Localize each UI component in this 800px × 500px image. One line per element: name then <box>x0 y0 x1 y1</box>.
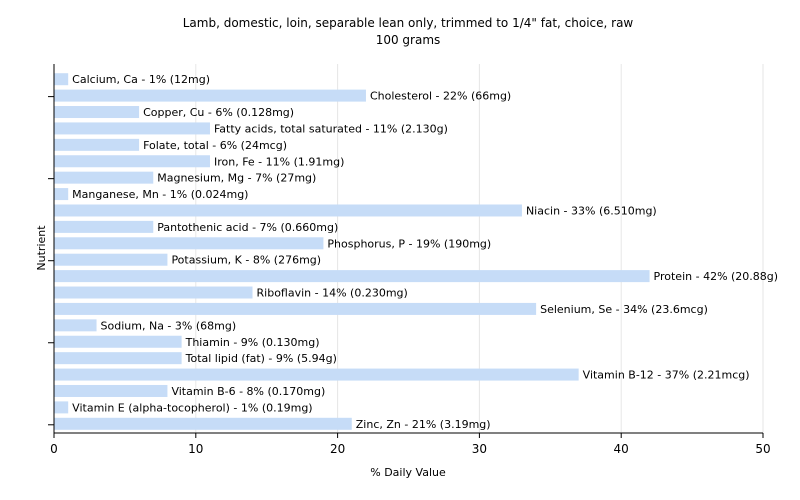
bar-potassium-k <box>54 253 168 266</box>
bar-label: Cholesterol - 22% (66mg) <box>370 90 511 103</box>
bar-label: Iron, Fe - 11% (1.91mg) <box>214 155 344 168</box>
bar-protein <box>54 270 650 283</box>
bar-manganese-mn <box>54 188 69 201</box>
bar-label: Riboflavin - 14% (0.230mg) <box>257 287 408 300</box>
x-axis-label: % Daily Value <box>370 466 446 479</box>
bar-vitamin-e-alpha-tocopherol <box>54 401 69 414</box>
bar-label: Vitamin B-12 - 37% (2.21mcg) <box>583 369 750 382</box>
bar-label: Copper, Cu - 6% (0.128mg) <box>143 106 294 119</box>
bar-label: Pantothenic acid - 7% (0.660mg) <box>157 221 338 234</box>
bar-label: Sodium, Na - 3% (68mg) <box>101 319 237 332</box>
bar-zinc-zn <box>54 417 352 430</box>
bar-label: Vitamin B-6 - 8% (0.170mg) <box>171 385 325 398</box>
bar-label: Total lipid (fat) - 9% (5.94g) <box>185 352 337 365</box>
bar-phosphorus-p <box>54 237 324 250</box>
bar-label: Thiamin - 9% (0.130mg) <box>185 336 320 349</box>
x-tick-label: 0 <box>50 442 58 456</box>
bar-iron-fe <box>54 155 210 168</box>
bar-selenium-se <box>54 302 537 315</box>
bar-calcium-ca <box>54 73 69 86</box>
bar-magnesium-mg <box>54 171 154 184</box>
x-tick-label: 30 <box>472 442 487 456</box>
chart-title: Lamb, domestic, loin, separable lean onl… <box>183 16 634 30</box>
bar-label: Potassium, K - 8% (276mg) <box>171 254 321 267</box>
bar-vitamin-b-6 <box>54 384 168 397</box>
bar-vitamin-b-12 <box>54 368 579 381</box>
bar-pantothenic-acid <box>54 220 154 233</box>
bar-label: Zinc, Zn - 21% (3.19mg) <box>356 418 491 431</box>
bar-label: Niacin - 33% (6.510mg) <box>526 204 657 217</box>
bar-niacin <box>54 204 522 217</box>
bar-label: Vitamin E (alpha-tocopherol) - 1% (0.19m… <box>72 401 312 414</box>
x-tick-label: 40 <box>614 442 629 456</box>
x-tick-label: 10 <box>188 442 203 456</box>
bar-thiamin <box>54 335 182 348</box>
bar-label: Protein - 42% (20.88g) <box>654 270 779 283</box>
bar-folate-total <box>54 138 140 151</box>
bar-riboflavin <box>54 286 253 299</box>
bar-copper-cu <box>54 106 140 119</box>
bar-fatty-acids-total-saturated <box>54 122 210 135</box>
bar-label: Selenium, Se - 34% (23.6mcg) <box>540 303 708 316</box>
y-axis-label: Nutrient <box>35 225 48 271</box>
bar-cholesterol <box>54 89 366 102</box>
bar-label: Manganese, Mn - 1% (0.024mg) <box>72 188 248 201</box>
y-axis-ticks <box>48 96 54 426</box>
bar-sodium-na <box>54 319 97 332</box>
bar-label: Phosphorus, P - 19% (190mg) <box>327 237 491 250</box>
bar-label: Calcium, Ca - 1% (12mg) <box>72 73 210 86</box>
chart-subtitle: 100 grams <box>376 33 441 47</box>
bar-label: Fatty acids, total saturated - 11% (2.13… <box>214 122 448 135</box>
x-tick-label: 20 <box>330 442 345 456</box>
bar-labels-group: Calcium, Ca - 1% (12mg) Cholesterol - 22%… <box>72 73 778 431</box>
x-axis-ticks: 0 10 20 30 40 50 <box>50 433 771 456</box>
bar-total-lipid-fat <box>54 352 182 365</box>
bar-label: Folate, total - 6% (24mcg) <box>143 139 287 152</box>
bars-group <box>54 73 650 430</box>
bar-label: Magnesium, Mg - 7% (27mg) <box>157 172 316 185</box>
x-tick-label: 50 <box>755 442 770 456</box>
